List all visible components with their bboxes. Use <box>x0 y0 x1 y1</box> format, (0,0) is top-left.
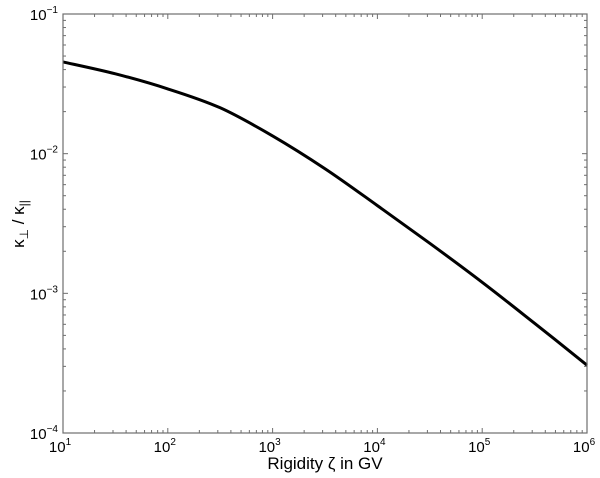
y-tick-label: 10−2 <box>30 145 59 164</box>
x-tick-label: 102 <box>154 437 177 456</box>
y-label-kappa-2: κ <box>9 206 28 215</box>
svg-text:κ⊥ / κ||: κ⊥ / κ|| <box>9 200 31 248</box>
minor-ticks <box>63 14 587 433</box>
y-axis-label: κ⊥ / κ|| <box>9 200 31 248</box>
y-label-sub-par: || <box>17 200 31 206</box>
x-tick-labels: 101 102 103 104 105 106 <box>49 437 596 456</box>
x-axis-label: Rigidity ζ in GV <box>267 454 383 473</box>
data-curve <box>62 60 588 367</box>
x-tick-label: 106 <box>573 437 596 456</box>
y-label-sub-perp: ⊥ <box>17 229 31 239</box>
y-label-separator: / <box>9 215 28 229</box>
x-tick-label: 103 <box>258 437 281 456</box>
y-label-kappa-1: κ <box>9 239 28 248</box>
y-tick-label: 10−4 <box>30 424 59 443</box>
x-tick-label: 105 <box>468 437 491 456</box>
x-tick-label: 104 <box>363 437 386 456</box>
y-tick-label: 10−3 <box>30 284 59 303</box>
x-tick-label: 101 <box>49 437 72 456</box>
y-tick-label: 10−1 <box>30 5 59 24</box>
plot-frame <box>62 13 588 434</box>
y-tick-labels: 10−1 10−2 10−3 10−4 <box>30 5 59 443</box>
major-ticks <box>62 13 588 434</box>
